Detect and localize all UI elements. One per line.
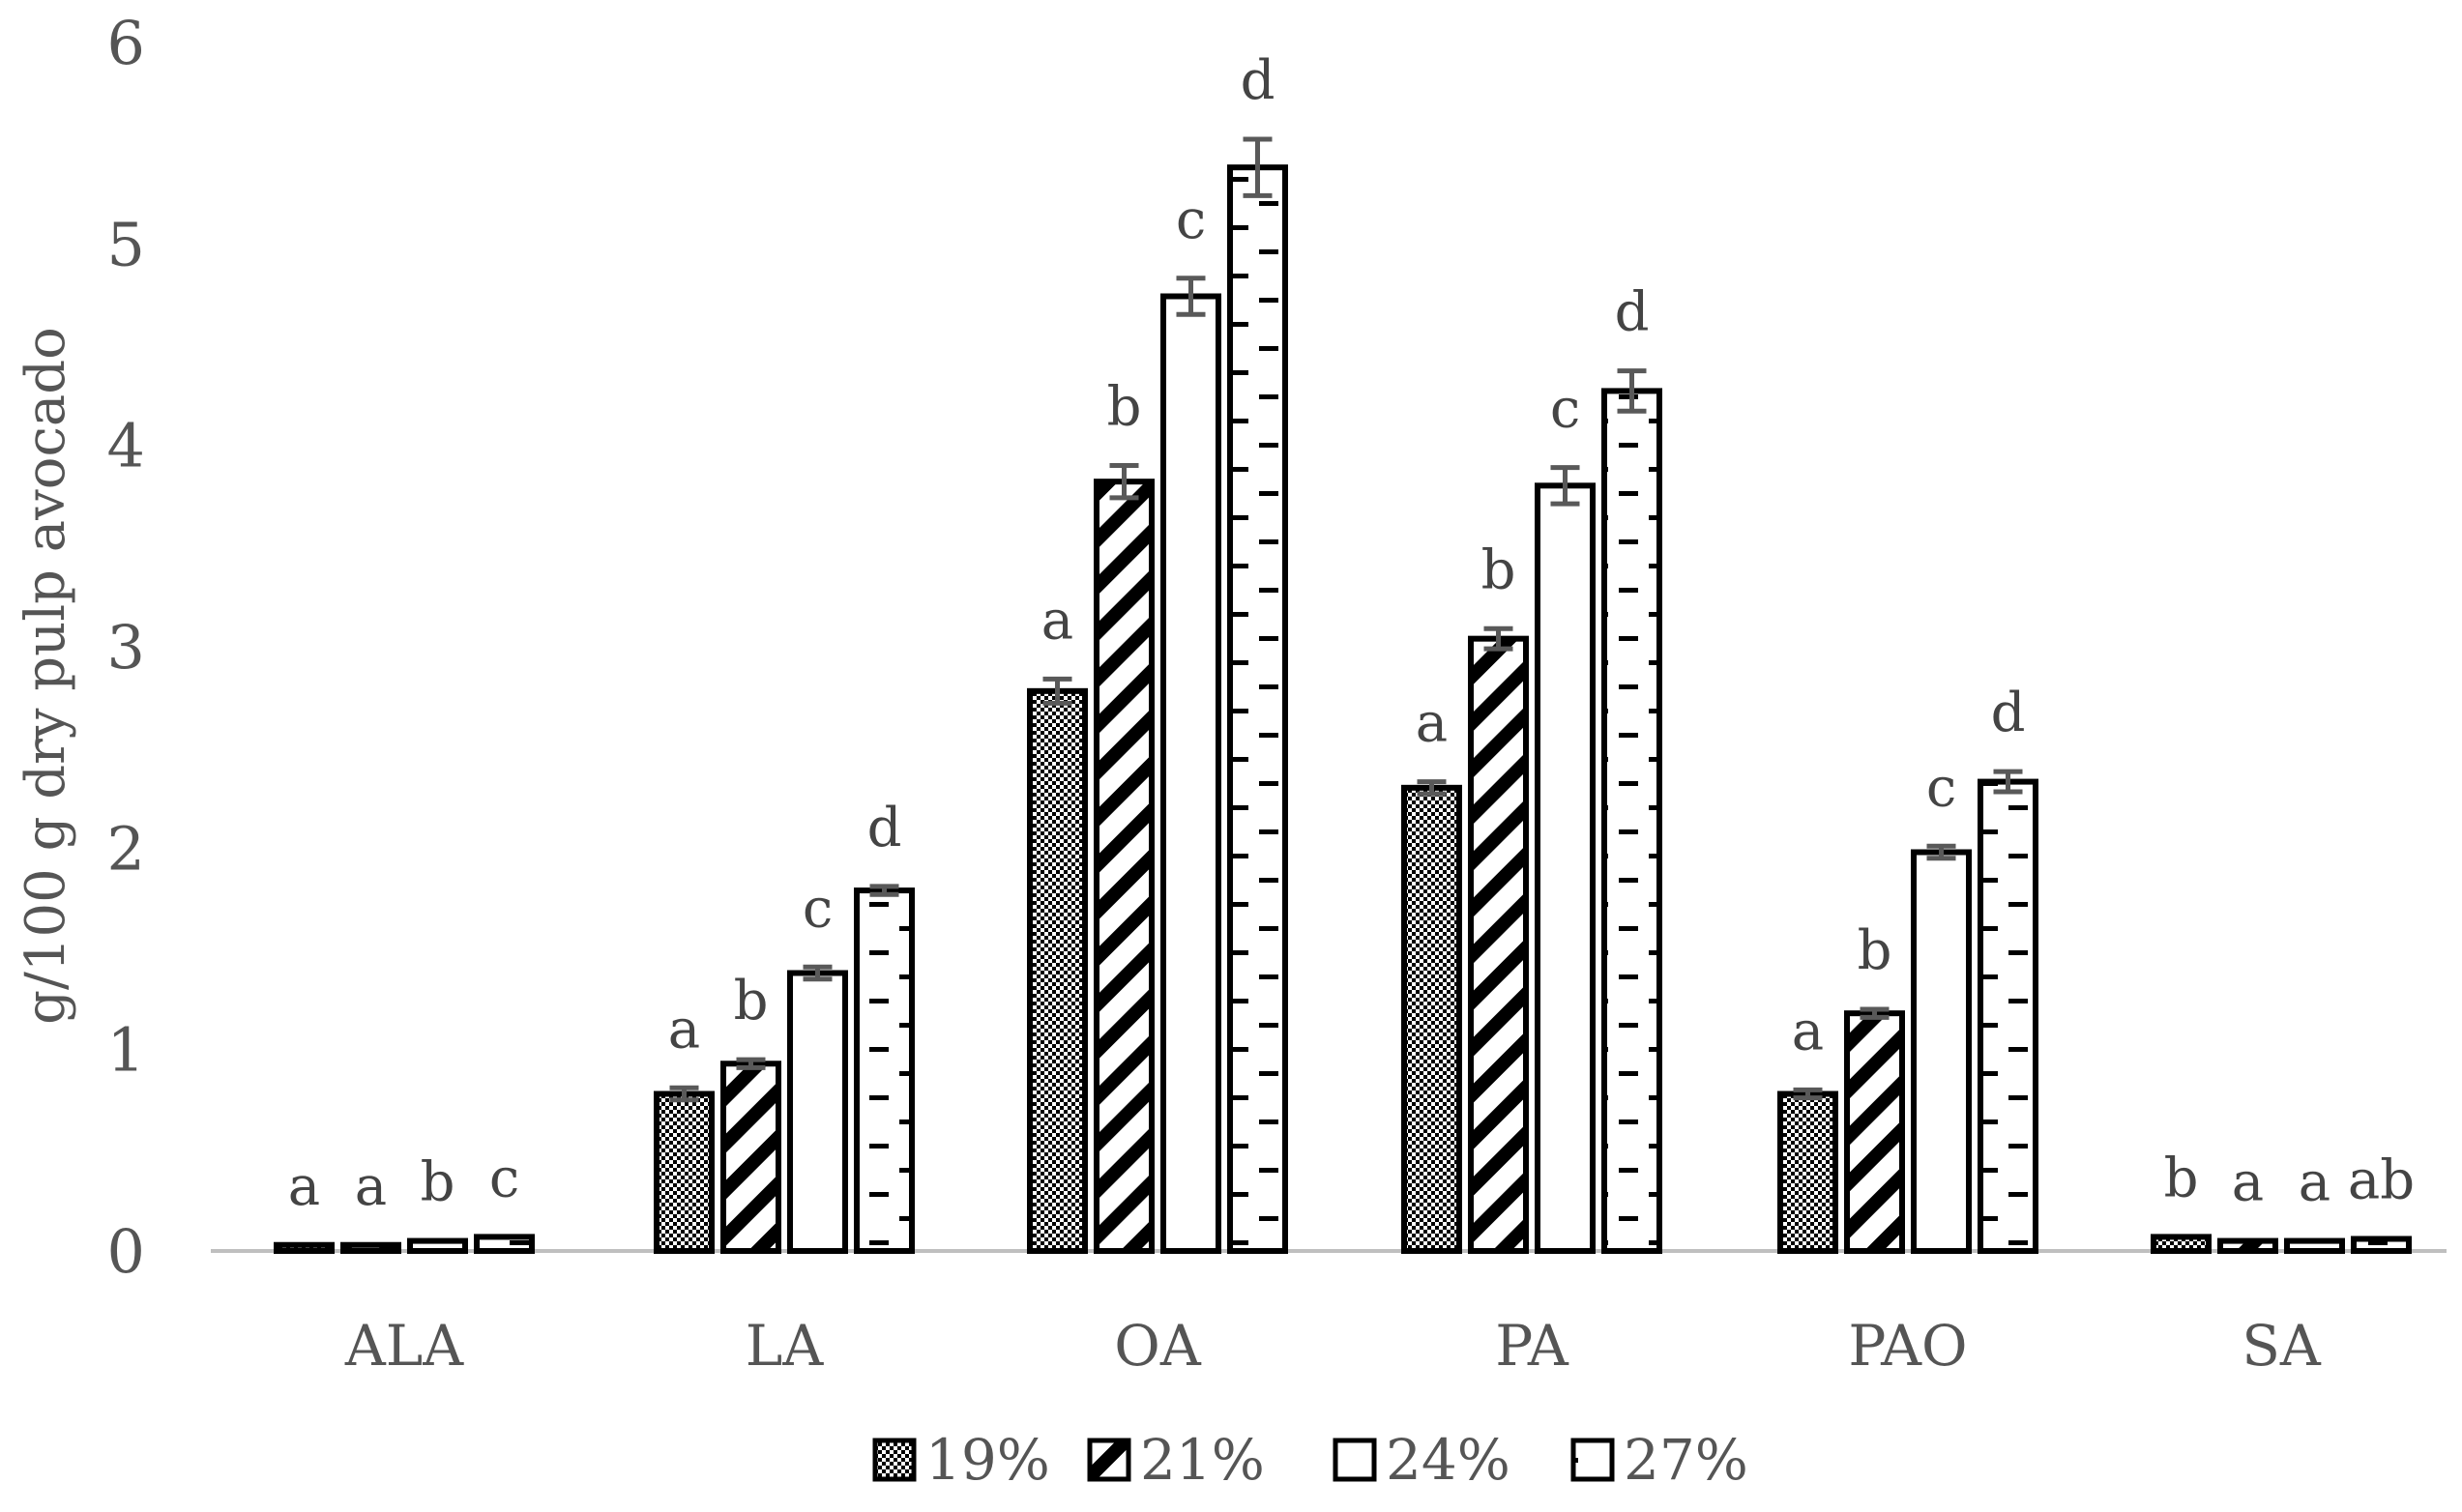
error-bar [869,884,899,897]
error-bar [1617,368,1647,414]
bar [2151,1234,2212,1254]
bar [407,1237,468,1255]
legend-item: 21% [1087,1427,1265,1493]
legend-label: 21% [1140,1427,1265,1493]
significance-letter: b [1481,538,1516,601]
y-tick-label: 5 [107,209,145,279]
y-tick-label: 6 [107,8,145,78]
significance-letter: d [1991,682,2026,744]
bar [340,1241,401,1254]
bar [1227,164,1288,1255]
significance-letter: a [1416,692,1448,755]
significance-letter: c [1176,189,1206,251]
error-bar [1483,625,1513,652]
x-category-label: PAO [1848,1313,1967,1379]
error-bar [1417,779,1447,797]
significance-letter: a [1041,589,1073,652]
significance-letter: a [2232,1151,2264,1214]
bar [1160,293,1221,1254]
bar [1777,1090,1838,1254]
y-tick-label: 0 [107,1216,145,1287]
legend-label: 24% [1386,1427,1510,1493]
bar [1978,778,2038,1254]
significance-letter: a [1792,1000,1824,1062]
legend-label: 19% [925,1427,1050,1493]
bar [1535,482,1596,1255]
y-axis-label: g/100 g dry pulp avocado [15,327,77,1025]
error-bar [1793,1087,1823,1101]
significance-letter: c [803,877,833,940]
bar [474,1234,535,1254]
y-tick-label: 4 [107,411,145,481]
significance-letter: a [2299,1151,2330,1214]
x-category-label: OA [1114,1313,1202,1379]
significance-letter: b [2164,1147,2199,1209]
significance-letter: a [668,998,700,1061]
legend-item: 27% [1570,1427,1748,1493]
bars [274,136,2412,1255]
bar [1468,635,1529,1254]
x-category-label: LA [746,1313,825,1379]
significance-letter: d [1615,281,1650,344]
bar [2351,1236,2412,1254]
significance-letter: a [288,1155,320,1218]
bar [274,1241,335,1254]
error-bar [669,1085,699,1103]
y-tick-label: 2 [107,813,145,884]
bar [1601,388,1662,1254]
bar [787,970,848,1254]
bar [720,1061,781,1254]
legend-swatch [872,1438,917,1482]
x-category-label: SA [2242,1313,2322,1379]
significance-letter: b [734,970,769,1032]
legend-item: 19% [872,1427,1050,1493]
bar [654,1090,715,1254]
y-tick-label: 3 [107,612,145,683]
error-bar [1550,465,1580,507]
legend-item: 24% [1333,1427,1510,1493]
legend-swatch [1087,1438,1131,1482]
x-category-label: PA [1495,1313,1569,1379]
bar [1094,479,1155,1254]
legend-label: 27% [1624,1427,1748,1493]
error-bar [1176,276,1206,317]
legend-swatch [1570,1438,1615,1482]
significance-letter: b [1858,919,1892,982]
significance-letter: d [1241,49,1275,112]
significance-letter: ab [2348,1149,2415,1212]
x-category-label: ALA [344,1313,464,1379]
bar [1911,849,1972,1254]
y-tick-label: 1 [107,1015,145,1086]
error-bar [1042,676,1072,706]
bar [1401,784,1462,1254]
error-bar [1860,1006,1890,1020]
bar [1027,687,1088,1254]
error-bar [1243,136,1273,198]
bar [854,887,915,1254]
significance-letter: b [421,1151,455,1214]
significance-letter: c [1550,378,1580,441]
significance-letter: c [489,1147,519,1209]
error-bar [803,964,833,982]
legend: 19% 21% 24% 27% [872,1427,1748,1493]
significance-letter: d [867,797,902,859]
bar [2284,1237,2345,1255]
error-bar [1993,769,2023,795]
bar [2217,1237,2278,1255]
significance-letter: c [1926,756,1956,819]
legend-swatch [1333,1438,1377,1482]
error-bar [1926,843,1956,861]
bar [1844,1010,1905,1254]
error-bar [736,1057,766,1070]
significance-letter: a [355,1155,387,1218]
error-bar [1109,463,1139,501]
significance-letter: b [1107,376,1142,439]
labels: 0 1 2 3 4 5 6 g/100 g dry pulp avocado ALA LA OA PA… [15,8,2415,1379]
